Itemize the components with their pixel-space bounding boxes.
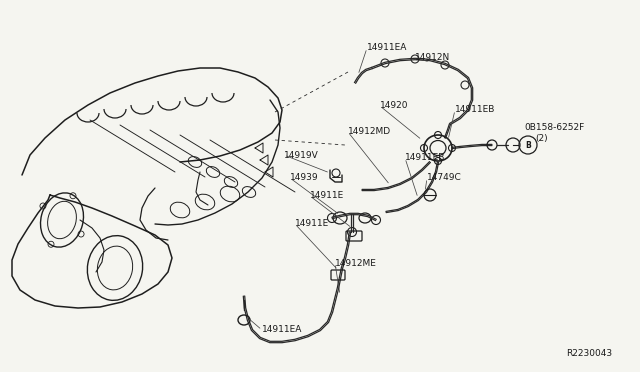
Text: 14911EA: 14911EA	[367, 44, 408, 52]
Text: 14939: 14939	[290, 173, 319, 183]
Text: (2): (2)	[535, 134, 548, 142]
Text: 14919V: 14919V	[284, 151, 319, 160]
Text: B: B	[525, 141, 531, 150]
Text: 0B158-6252F: 0B158-6252F	[524, 122, 584, 131]
Text: 14911E: 14911E	[295, 219, 329, 228]
Text: 14911EA: 14911EA	[262, 326, 302, 334]
Text: 14911EB: 14911EB	[455, 106, 495, 115]
Text: 14911E: 14911E	[310, 192, 344, 201]
Text: 14912ME: 14912ME	[335, 259, 377, 267]
Text: R2230043: R2230043	[566, 350, 612, 359]
Text: 14920: 14920	[380, 102, 408, 110]
Text: 14912MD: 14912MD	[348, 128, 391, 137]
Text: 14749C: 14749C	[427, 173, 461, 183]
Text: 14911EB: 14911EB	[405, 154, 445, 163]
Text: 14912N: 14912N	[415, 54, 451, 62]
